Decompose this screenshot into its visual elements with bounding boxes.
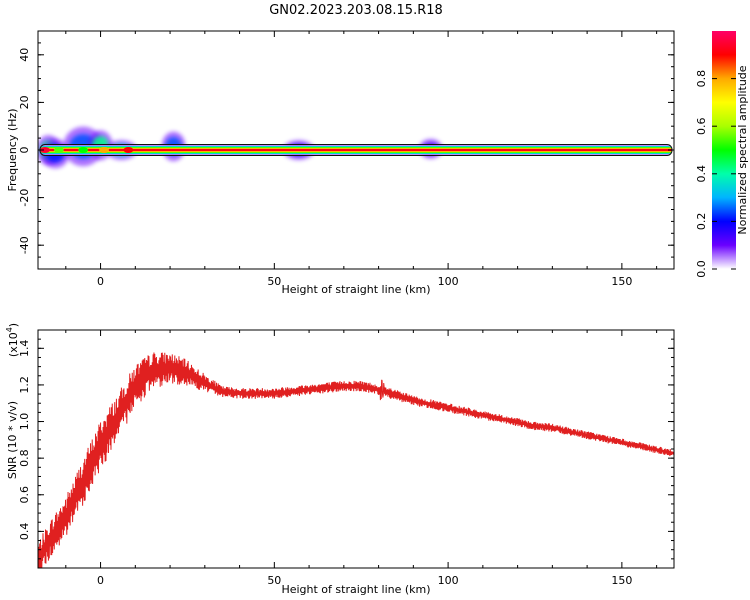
spectrogram-band-hotspot [53, 147, 64, 153]
snr-x-tick-label: 150 [611, 574, 632, 587]
spectrogram-y-tick-label: -20 [18, 189, 31, 207]
colorbar-tick-label: 0.6 [695, 117, 708, 135]
colorbar-fill [712, 31, 736, 269]
snr-y-tick-label: 0.6 [18, 486, 31, 504]
colorbar-label: Normalized spectral amplitude [736, 65, 749, 234]
spectrogram-x-tick-label: 50 [267, 275, 281, 288]
snr-y-tick-label: 1.0 [18, 413, 31, 431]
snr-y-tick-label: 1.4 [18, 340, 31, 358]
snr-ticks: 0 50 100 150 0.4 0.6 0.8 1.0 1.2 1.4 [18, 329, 674, 587]
chart-title: GN02.2023.203.08.15.R18 [269, 3, 443, 18]
snr-panel: 0 50 100 150 0.4 0.6 0.8 1.0 1.2 1.4 Height of st… [5, 323, 675, 596]
spectrogram-x-axis-label: Height of straight line (km) [281, 283, 430, 296]
snr-y-multiplier-base: (x10 [7, 332, 20, 357]
spectrogram-y-tick-label: 0 [18, 147, 31, 154]
spectrogram-band [39, 144, 673, 156]
colorbar-tick-label: 0.4 [695, 165, 708, 183]
spectrogram-y-tick-label: 40 [18, 48, 31, 62]
snr-y-multiplier: (x104) [5, 323, 20, 357]
snr-y-multiplier-exponent: 4 [5, 327, 14, 332]
spectrogram-x-tick-label: 150 [611, 275, 632, 288]
snr-y-tick-label: 0.4 [18, 523, 31, 541]
snr-x-tick-label: 0 [97, 574, 104, 587]
spectrogram-panel: 0 50 100 150 40 20 0 -20 -40 Height of straight … [6, 30, 675, 296]
snr-y-multiplier-close: ) [7, 323, 20, 327]
snr-y-tick-label: 0.8 [18, 449, 31, 467]
snr-series-line [38, 352, 674, 568]
colorbar-tick-label: 0.0 [695, 260, 708, 278]
colorbar-tick-label: 0.2 [695, 213, 708, 231]
spectrogram-x-tick-label: 100 [438, 275, 459, 288]
spectrogram-ticks: 0 50 100 150 40 20 0 -20 -40 [18, 30, 674, 288]
colorbar-ticks: 0.0 0.2 0.4 0.6 0.8 [695, 70, 736, 278]
colorbar-tick-label: 0.8 [695, 70, 708, 88]
spectrogram-y-tick-label: 20 [18, 95, 31, 109]
snr-x-axis-label: Height of straight line (km) [281, 583, 430, 596]
spectrogram-band-hotspot [123, 147, 134, 153]
colorbar: 0.0 0.2 0.4 0.6 0.8 Normalized spectral ampl… [695, 31, 749, 278]
snr-plot-area [38, 330, 674, 568]
spectrogram-y-tick-label: -40 [18, 236, 31, 254]
spectrogram-band-hotspot [78, 147, 89, 153]
snr-y-tick-label: 1.2 [18, 376, 31, 394]
spectrogram-band-red [40, 148, 672, 152]
spectrogram-band-hotspot [99, 147, 110, 153]
spectrogram-y-axis-label: Frequency (Hz) [6, 109, 19, 192]
spectrogram-band-hotspot [39, 147, 50, 153]
snr-x-tick-label: 100 [438, 574, 459, 587]
snr-x-tick-label: 50 [267, 574, 281, 587]
snr-y-axis-label: SNR (10 * v/v) [6, 401, 19, 479]
spectrogram-x-tick-label: 0 [97, 275, 104, 288]
